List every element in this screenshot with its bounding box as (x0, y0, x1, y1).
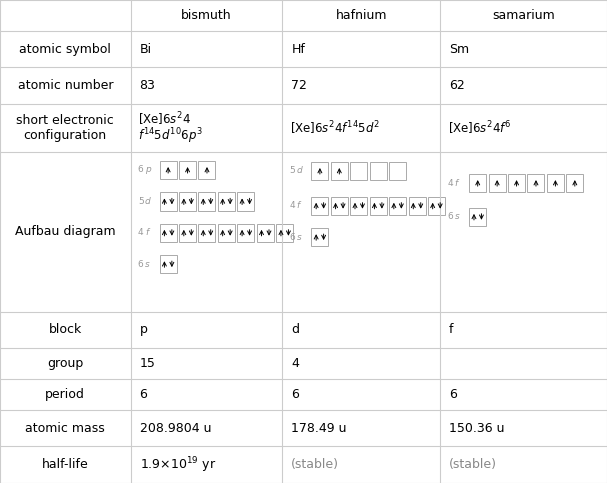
FancyBboxPatch shape (389, 162, 406, 180)
Text: bismuth: bismuth (181, 9, 232, 22)
FancyBboxPatch shape (257, 224, 274, 242)
FancyBboxPatch shape (179, 224, 196, 242)
Text: f: f (455, 179, 458, 187)
Text: 6: 6 (290, 233, 295, 242)
FancyBboxPatch shape (160, 255, 177, 273)
FancyBboxPatch shape (389, 197, 406, 215)
Text: Sm: Sm (449, 43, 469, 56)
Text: d: d (291, 324, 299, 337)
Text: s: s (455, 213, 459, 221)
FancyBboxPatch shape (331, 197, 348, 215)
Text: hafnium: hafnium (336, 9, 387, 22)
Text: 5: 5 (290, 167, 295, 175)
Text: period: period (46, 388, 85, 401)
Text: 6: 6 (449, 388, 457, 401)
Text: f: f (297, 201, 300, 210)
FancyBboxPatch shape (179, 161, 196, 179)
FancyBboxPatch shape (160, 161, 177, 179)
Text: d: d (297, 167, 302, 175)
Text: 62: 62 (449, 79, 465, 92)
Text: [Xe]6$s^2$4$f^{14}$5$d^2$: [Xe]6$s^2$4$f^{14}$5$d^2$ (290, 119, 380, 137)
FancyBboxPatch shape (370, 162, 387, 180)
FancyBboxPatch shape (311, 197, 328, 215)
FancyBboxPatch shape (237, 192, 254, 211)
Text: 208.9804 u: 208.9804 u (140, 422, 211, 435)
FancyBboxPatch shape (469, 208, 486, 226)
Text: 4: 4 (138, 228, 143, 237)
Text: 72: 72 (291, 79, 307, 92)
Text: d: d (145, 197, 151, 206)
Text: p: p (140, 324, 148, 337)
Text: 4: 4 (447, 179, 453, 187)
FancyBboxPatch shape (489, 174, 506, 192)
FancyBboxPatch shape (198, 224, 215, 242)
Text: 5: 5 (138, 197, 143, 206)
FancyBboxPatch shape (179, 192, 196, 211)
Text: (stable): (stable) (449, 458, 497, 471)
FancyBboxPatch shape (237, 224, 254, 242)
Text: $f^{14}$5$d^{10}$6$p^3$: $f^{14}$5$d^{10}$6$p^3$ (138, 127, 203, 146)
Text: 178.49 u: 178.49 u (291, 422, 347, 435)
Text: Aufbau diagram: Aufbau diagram (15, 225, 115, 238)
Text: 4: 4 (290, 201, 295, 210)
Text: 1.9$\times$10$^{19}$ yr: 1.9$\times$10$^{19}$ yr (140, 455, 216, 474)
Text: 4: 4 (291, 357, 299, 370)
Text: [Xe]6$s^2$4$f^6$: [Xe]6$s^2$4$f^6$ (448, 119, 512, 137)
FancyBboxPatch shape (566, 174, 583, 192)
Text: half-life: half-life (42, 458, 89, 471)
FancyBboxPatch shape (428, 197, 445, 215)
FancyBboxPatch shape (160, 192, 177, 211)
Text: group: group (47, 357, 83, 370)
Text: p: p (145, 166, 151, 174)
FancyBboxPatch shape (311, 162, 328, 180)
Text: (stable): (stable) (291, 458, 339, 471)
Text: s: s (145, 260, 150, 269)
Text: atomic mass: atomic mass (25, 422, 105, 435)
FancyBboxPatch shape (276, 224, 293, 242)
Text: f: f (145, 228, 148, 237)
Text: 6: 6 (140, 388, 148, 401)
Text: atomic symbol: atomic symbol (19, 43, 111, 56)
FancyBboxPatch shape (370, 197, 387, 215)
Text: 15: 15 (140, 357, 155, 370)
Text: 6: 6 (291, 388, 299, 401)
FancyBboxPatch shape (547, 174, 564, 192)
FancyBboxPatch shape (350, 197, 367, 215)
Text: block: block (49, 324, 82, 337)
Text: atomic number: atomic number (18, 79, 113, 92)
Text: 150.36 u: 150.36 u (449, 422, 504, 435)
Text: 6: 6 (447, 213, 453, 221)
Text: short electronic
configuration: short electronic configuration (16, 114, 114, 142)
Text: samarium: samarium (492, 9, 555, 22)
Text: 6: 6 (138, 166, 143, 174)
FancyBboxPatch shape (311, 228, 328, 246)
Text: Bi: Bi (140, 43, 152, 56)
FancyBboxPatch shape (409, 197, 426, 215)
FancyBboxPatch shape (198, 192, 215, 211)
Text: s: s (297, 233, 302, 242)
Text: 83: 83 (140, 79, 155, 92)
FancyBboxPatch shape (469, 174, 486, 192)
Text: [Xe]6$s^2$4: [Xe]6$s^2$4 (138, 110, 191, 128)
Text: Hf: Hf (291, 43, 305, 56)
FancyBboxPatch shape (331, 162, 348, 180)
FancyBboxPatch shape (198, 161, 215, 179)
Text: f: f (449, 324, 453, 337)
FancyBboxPatch shape (218, 224, 235, 242)
FancyBboxPatch shape (527, 174, 544, 192)
FancyBboxPatch shape (218, 192, 235, 211)
FancyBboxPatch shape (160, 224, 177, 242)
Text: 6: 6 (138, 260, 143, 269)
FancyBboxPatch shape (508, 174, 525, 192)
FancyBboxPatch shape (350, 162, 367, 180)
